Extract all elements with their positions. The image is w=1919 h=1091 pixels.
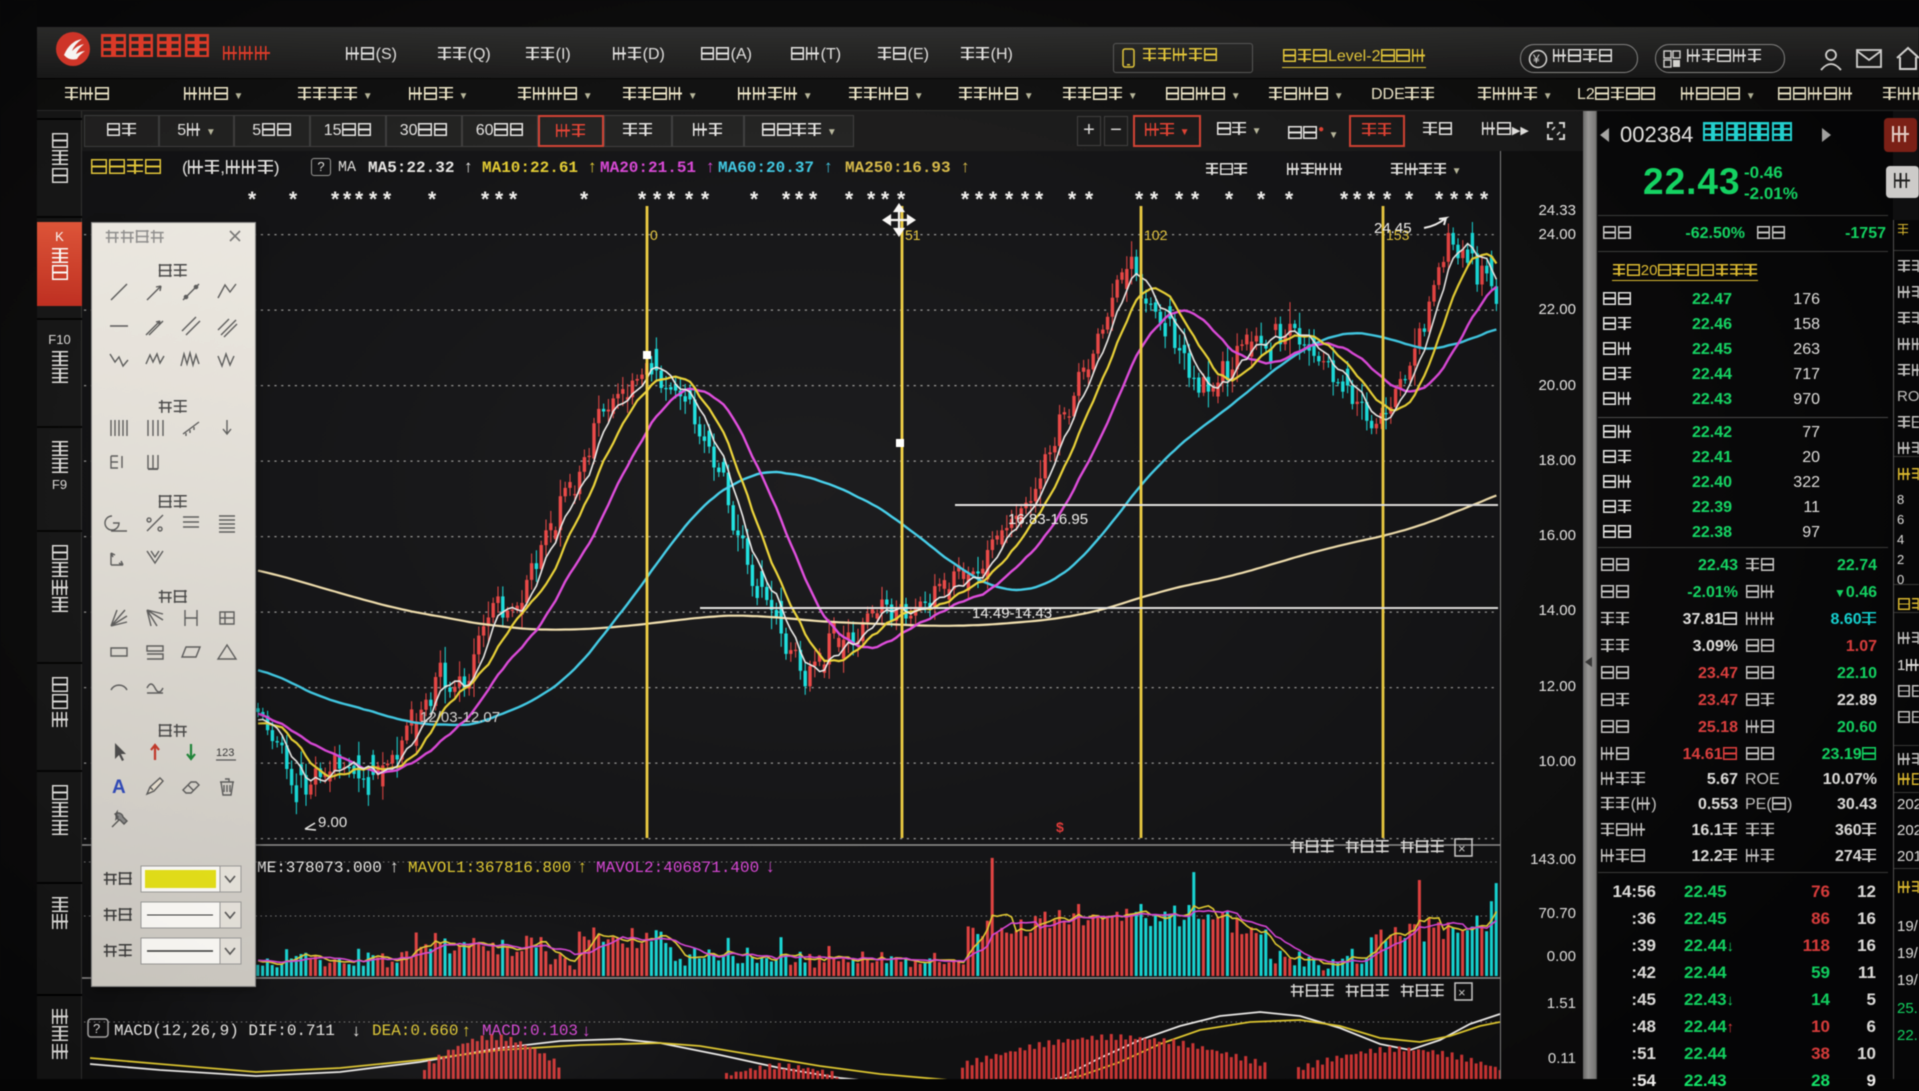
svg-text:A: A [112,777,126,798]
svg-text:123: 123 [216,747,234,759]
svg-text:*: * [383,188,392,211]
svg-text:*: * [961,188,970,211]
svg-text:?: ? [93,1021,100,1036]
svg-text:↓: ↓ [766,857,775,876]
svg-text:*: * [1353,188,1362,211]
svg-text:9.00: 9.00 [318,814,347,831]
svg-text:↑: ↑ [462,1021,471,1040]
svg-text:*: * [1367,188,1376,211]
svg-text:↑: ↑ [390,857,399,876]
svg-text:↓: ↓ [582,1021,591,1040]
svg-text:12/03-12.07: 12/03-12.07 [420,709,500,726]
svg-text:*: * [1405,188,1414,211]
svg-text:51: 51 [905,227,921,243]
svg-text:*: * [1191,188,1200,211]
svg-text:*: * [1175,188,1184,211]
svg-text:*: * [248,188,257,211]
svg-text:*: * [1383,188,1392,211]
svg-text:*: * [355,188,364,211]
svg-text:*: * [1480,188,1489,211]
svg-text:*: * [343,188,352,211]
svg-text:DEA:0.660: DEA:0.660 [372,1022,458,1040]
svg-text:*: * [580,188,589,211]
svg-text:*: * [1085,188,1094,211]
svg-text:*: * [1340,188,1349,211]
svg-text:153: 153 [1386,227,1410,243]
svg-text:*: * [1285,188,1294,211]
svg-text:$: $ [1056,819,1064,835]
svg-text:*: * [867,188,876,211]
svg-text:*: * [369,188,378,211]
svg-text:*: * [1150,188,1159,211]
svg-text:*: * [795,188,804,211]
svg-text:*: * [1035,188,1044,211]
svg-text:↓: ↓ [352,1021,361,1040]
svg-text:MACD(12,26,9) DIF:0.711: MACD(12,26,9) DIF:0.711 [114,1022,335,1040]
svg-text:*: * [495,188,504,211]
svg-text:*: * [428,188,437,211]
svg-text:*: * [1225,188,1234,211]
svg-text:*: * [845,188,854,211]
svg-text:*: * [1068,188,1077,211]
svg-text:*: * [481,188,490,211]
svg-text:*: * [1435,188,1444,211]
svg-text:*: * [1257,188,1266,211]
svg-text:16.83-16.95: 16.83-16.95 [1008,511,1088,528]
svg-text:*: * [1005,188,1014,211]
svg-text:*: * [1450,188,1459,211]
svg-text:*: * [782,188,791,211]
svg-text:*: * [897,188,906,211]
svg-text:*: * [881,188,890,211]
svg-text:↑: ↑ [578,857,587,876]
svg-text:*: * [750,188,759,211]
svg-text:14.49-14.43: 14.49-14.43 [972,605,1052,622]
svg-text:*: * [667,188,676,211]
svg-text:¥: ¥ [1532,52,1540,66]
svg-text:*: * [509,188,518,211]
svg-text:MAVOL1:367816.800: MAVOL1:367816.800 [408,859,571,877]
svg-text:*: * [989,188,998,211]
svg-text:*: * [809,188,818,211]
svg-text:MACD:0.103: MACD:0.103 [482,1022,578,1040]
svg-text:24.45: 24.45 [1374,220,1412,237]
svg-text:MAVOL2:406871.400: MAVOL2:406871.400 [596,859,759,877]
svg-text:102: 102 [1144,227,1168,243]
svg-text:*: * [289,188,298,211]
svg-text:0: 0 [650,227,658,243]
svg-text:*: * [331,188,340,211]
svg-text:×: × [1458,985,1466,1000]
svg-text:*: * [685,188,694,211]
svg-text:*: * [653,188,662,211]
svg-text:*: * [1021,188,1030,211]
svg-text:*: * [975,188,984,211]
svg-text:*: * [1135,188,1144,211]
svg-text:ME:378073.000: ME:378073.000 [257,859,382,877]
svg-text:×: × [1458,841,1466,856]
svg-text:*: * [701,188,710,211]
svg-text:*: * [638,188,647,211]
svg-text:*: * [1465,188,1474,211]
